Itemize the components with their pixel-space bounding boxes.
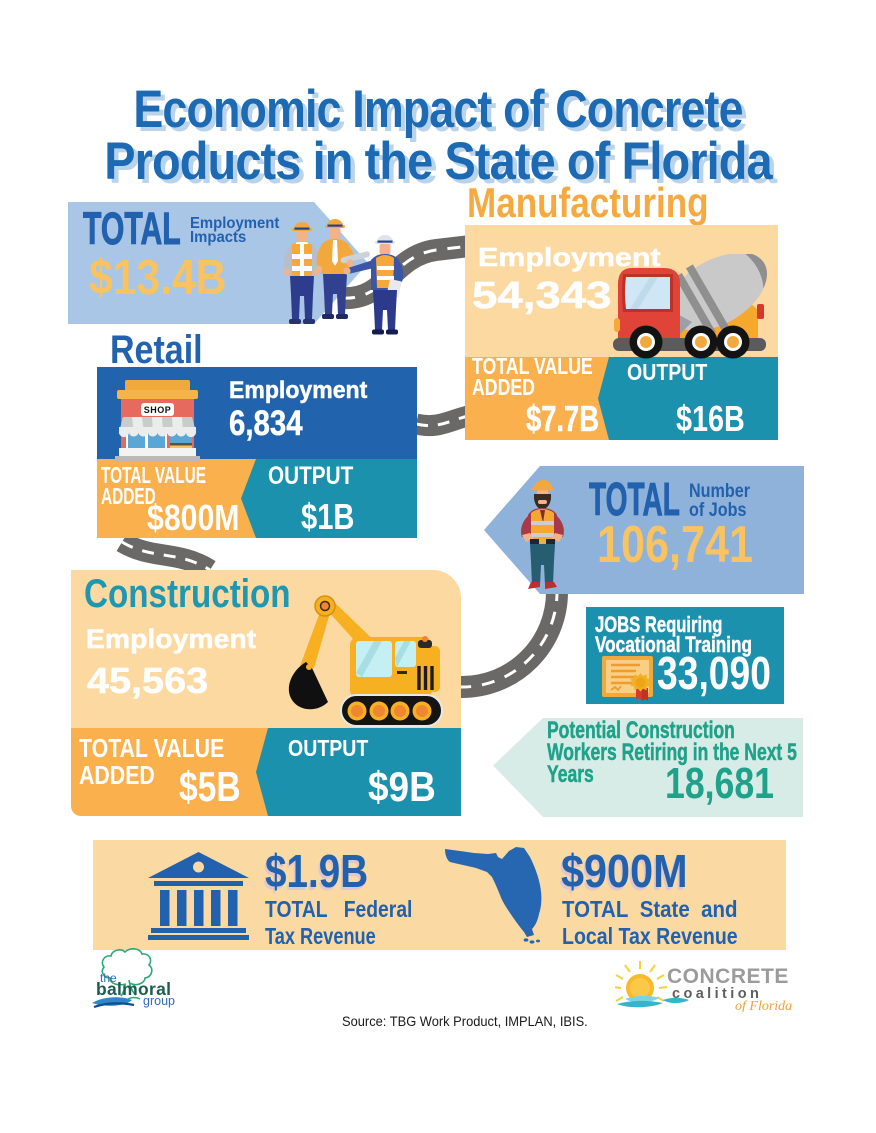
- svg-text:CONCRETE: CONCRETE: [667, 965, 789, 988]
- svg-text:the: the: [100, 971, 117, 985]
- svg-text:coalition: coalition: [672, 986, 762, 1002]
- svg-text:of Florida: of Florida: [735, 999, 792, 1012]
- svg-text:balmoral: balmoral: [96, 979, 171, 999]
- svg-text:SHOP: SHOP: [144, 405, 172, 415]
- svg-text:group: group: [143, 994, 175, 1008]
